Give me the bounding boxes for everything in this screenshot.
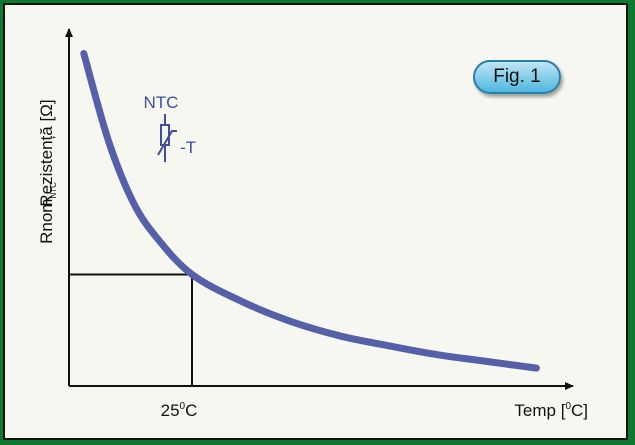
x-tick-degree: 0: [180, 401, 186, 412]
ntc-chart: Rezistență [Ω] RnomNTC 250C Temp [0C] NT…: [37, 28, 588, 420]
figure-frame: Rezistență [Ω] RnomNTC 250C Temp [0C] NT…: [3, 3, 628, 440]
x-tick-main: 25: [161, 401, 180, 420]
figure-badge: Fig. 1: [473, 60, 561, 94]
x-tick-label: 250C: [161, 401, 198, 420]
x-axis-label: Temp [0C]: [514, 401, 588, 420]
y-tick-main: Rnom: [37, 199, 56, 244]
ntc-symbol: NTC -T: [144, 93, 196, 162]
resistance-curve: [80, 50, 540, 372]
ntc-symbol-suffix: -T: [180, 138, 196, 157]
figure-badge-label: Fig. 1: [493, 66, 541, 87]
x-tick-end: C: [185, 401, 197, 420]
y-tick-label: RnomNTC: [37, 182, 58, 244]
x-axis-label-end: C]: [571, 401, 588, 420]
x-axis-label-degree: 0: [565, 401, 571, 412]
ntc-symbol-label: NTC: [144, 93, 179, 112]
y-axis-label: Rezistență [Ω]: [37, 99, 56, 206]
y-tick-subscript: NTC: [49, 182, 58, 199]
x-axis-label-main: Temp [: [514, 401, 565, 420]
thermistor-icon: [157, 114, 177, 162]
